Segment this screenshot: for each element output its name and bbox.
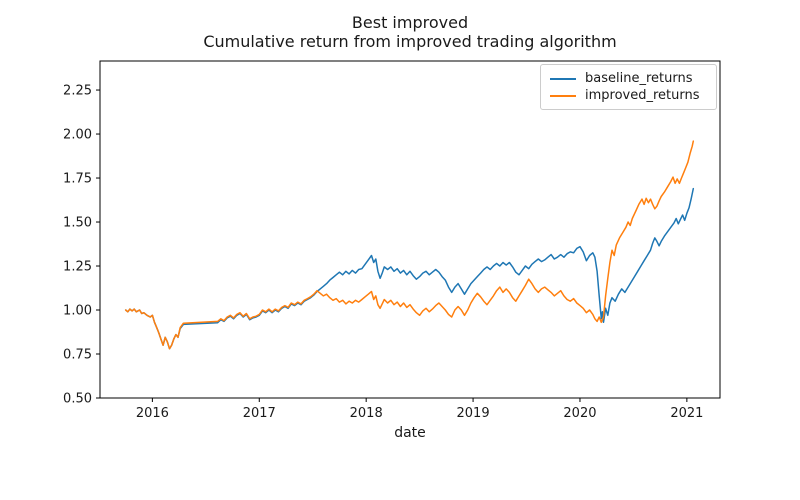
x-tick-label: 2019: [457, 406, 490, 421]
axes-frame: [99, 60, 721, 399]
series-line-improved_returns: [124, 140, 695, 350]
baseline-line-swatch-icon: [550, 77, 576, 80]
legend-entry-improved[interactable]: improved_returns: [550, 87, 706, 104]
y-tick-label: 1.75: [63, 172, 92, 187]
chart-title-line1: Best improved: [351, 13, 469, 32]
improved-line-swatch-icon: [550, 94, 576, 97]
y-tick-label: 2.25: [63, 84, 92, 99]
x-tick-label: 2018: [350, 406, 383, 421]
series-line-baseline_returns: [124, 187, 695, 350]
legend[interactable]: baseline_returns improved_returns: [540, 64, 717, 110]
x-tick-label: 2020: [563, 406, 596, 421]
x-tick-label: 2021: [670, 406, 703, 421]
chart-title-line2: Cumulative return from improved trading …: [203, 32, 617, 51]
y-tick-label: 1.50: [63, 216, 92, 231]
y-tick-label: 2.00: [63, 128, 92, 143]
legend-label-baseline: baseline_returns: [585, 71, 693, 86]
y-tick-label: 1.00: [63, 304, 92, 319]
x-axis-label: date: [394, 425, 426, 441]
chart-title: Best improved Cumulative return from imp…: [100, 13, 720, 51]
legend-label-improved: improved_returns: [585, 88, 700, 103]
y-tick-label: 1.25: [63, 260, 92, 275]
y-tick-label: 0.50: [63, 392, 92, 407]
x-tick-label: 2017: [243, 406, 276, 421]
legend-entry-baseline[interactable]: baseline_returns: [550, 70, 706, 87]
y-tick-label: 0.75: [63, 348, 92, 363]
x-tick-label: 2016: [136, 406, 169, 421]
